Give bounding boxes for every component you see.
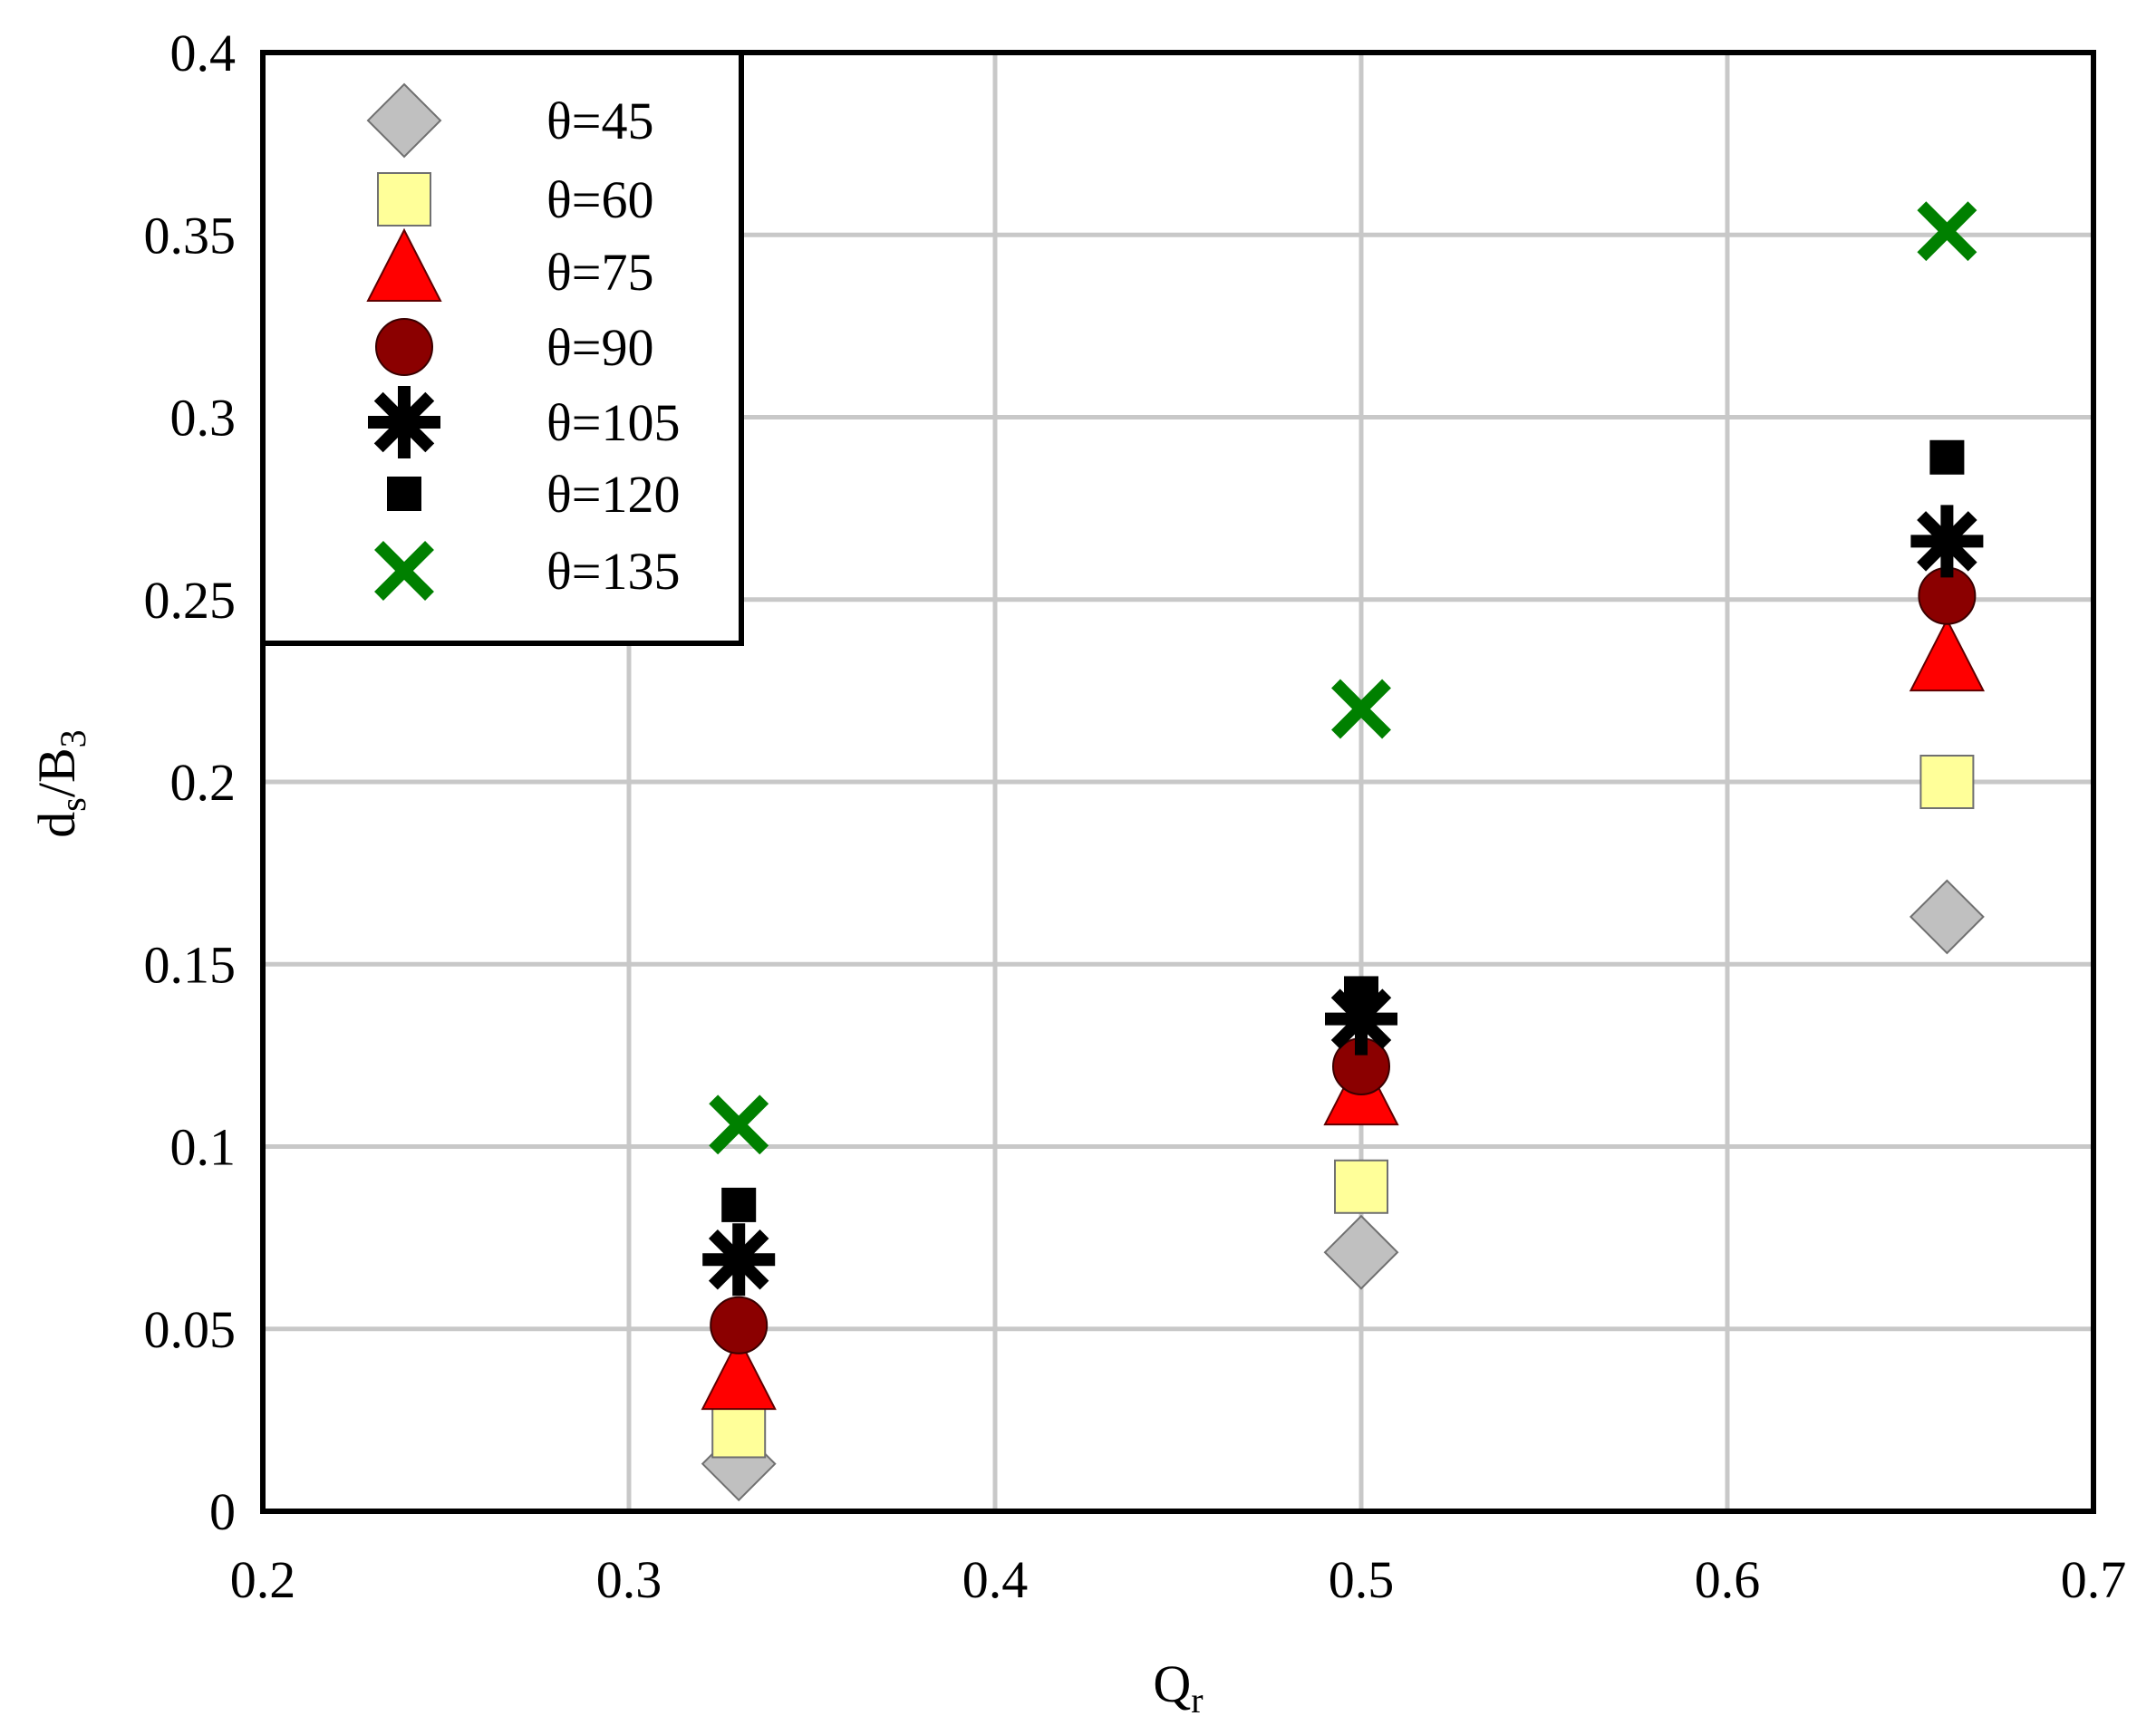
x-stroke <box>1917 201 1977 262</box>
x-stroke <box>709 1094 769 1155</box>
x-tick-label: 0.7 <box>2061 1550 2127 1609</box>
y-tick-label: 0.2 <box>170 753 237 812</box>
y-tick-label: 0 <box>209 1482 236 1541</box>
data-point <box>701 1335 777 1411</box>
x-tick-label: 0.4 <box>962 1550 1029 1609</box>
triangle-marker <box>701 1335 777 1411</box>
y-tick-label: 0.15 <box>144 935 237 994</box>
legend-marker <box>366 227 442 302</box>
data-point <box>1344 976 1378 1011</box>
x-stroke <box>1331 679 1391 739</box>
y-tick-label: 0.1 <box>170 1118 237 1177</box>
plot-frame <box>260 50 2096 1514</box>
data-point <box>1331 679 1391 739</box>
y-tick-label: 0.35 <box>144 206 237 265</box>
legend-marker <box>377 172 431 227</box>
circle-marker <box>710 1296 769 1354</box>
data-point <box>1323 1214 1399 1290</box>
tick-labels: 0.2 0.3 0.4 0.5 0.6 0.7 0 0.05 0.1 0.15 0.2 0.25 0.3… <box>144 24 2127 1609</box>
small-square-marker <box>1929 439 1965 475</box>
data-point <box>1919 755 1975 809</box>
diamond-marker <box>1323 1214 1399 1290</box>
y-tick-label: 0.05 <box>144 1300 237 1359</box>
square-marker <box>711 1403 767 1459</box>
y-axis-title: ds/B3 <box>27 729 93 837</box>
legend-label: θ=90 <box>546 318 654 377</box>
data-point <box>1929 439 1965 475</box>
legend-label: θ=45 <box>546 92 654 150</box>
legend-marker <box>387 477 421 511</box>
legend-label: θ=120 <box>546 465 681 524</box>
y-tick-label: 0.25 <box>144 571 237 630</box>
legend-marker <box>375 318 433 376</box>
diamond-marker <box>1909 879 1985 955</box>
data-point <box>1334 1159 1388 1214</box>
legend-label: θ=105 <box>546 393 681 452</box>
data-point <box>1910 505 1984 578</box>
triangle-marker <box>1909 617 1986 692</box>
x-stroke <box>374 541 434 601</box>
data-point <box>702 1223 776 1297</box>
circle-marker <box>375 318 433 376</box>
data-point <box>1917 201 1977 262</box>
x-tick-label: 0.6 <box>1695 1550 1761 1609</box>
legend-label: θ=135 <box>546 542 681 601</box>
x-tick-label: 0.2 <box>230 1550 296 1609</box>
data-point <box>1909 879 1985 955</box>
legend-marker <box>366 82 442 159</box>
y-tick-label: 0.4 <box>170 24 237 82</box>
legend-box <box>260 50 744 646</box>
legend-marker <box>374 541 434 601</box>
x-tick-label: 0.3 <box>596 1550 662 1609</box>
x-axis-title: Qr <box>1153 1654 1203 1716</box>
data-point <box>711 1403 767 1459</box>
y-tick-label: 0.3 <box>170 389 237 448</box>
legend: θ=45 θ=60 θ=75 θ=90 θ=105 θ=120 θ=135 <box>260 50 744 646</box>
square-marker <box>1334 1159 1388 1214</box>
asterisk-stroke <box>1917 511 1977 572</box>
small-square-marker <box>721 1187 757 1222</box>
data-point <box>710 1296 769 1354</box>
data-points <box>701 201 1986 1502</box>
triangle-marker <box>366 227 442 302</box>
diamond-marker <box>366 82 442 159</box>
data-point <box>1909 617 1986 692</box>
square-marker <box>1919 755 1975 809</box>
asterisk-stroke <box>373 391 435 453</box>
legend-label: θ=75 <box>546 243 654 302</box>
x-tick-label: 0.5 <box>1329 1550 1395 1609</box>
legend-label: θ=60 <box>546 170 654 229</box>
small-square-marker <box>1344 976 1378 1011</box>
data-point <box>709 1094 769 1155</box>
square-marker <box>377 172 431 227</box>
small-square-marker <box>387 477 421 511</box>
data-point <box>721 1187 757 1222</box>
asterisk-stroke <box>708 1229 769 1290</box>
legend-marker <box>368 386 440 458</box>
